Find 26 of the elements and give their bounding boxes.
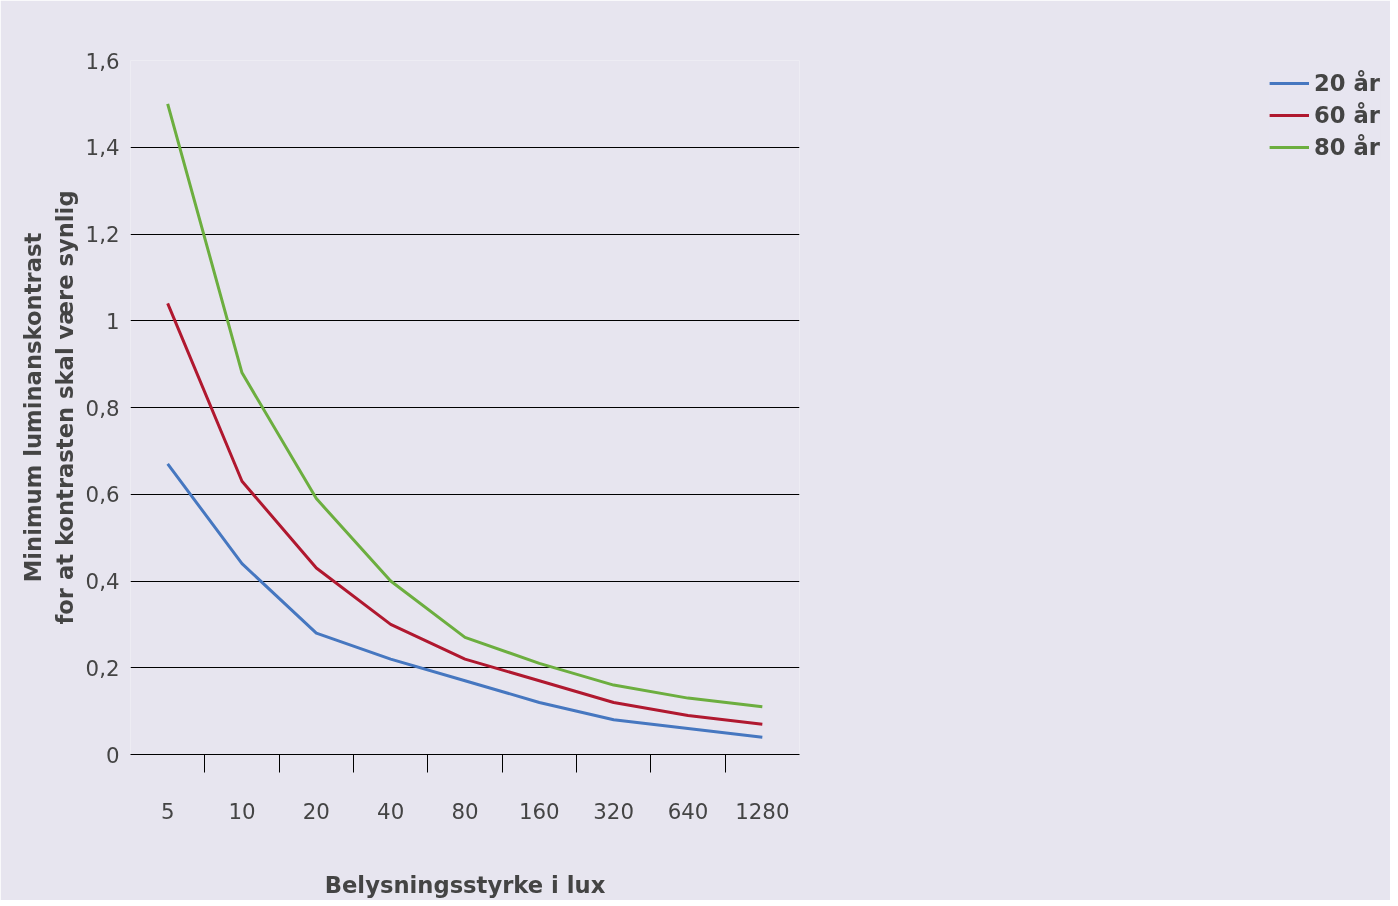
x-tick-label: 160 xyxy=(518,798,560,824)
y-tick-label: 0,8 xyxy=(85,395,120,421)
line-series xyxy=(166,301,764,726)
legend-label: 20 år xyxy=(1314,70,1380,96)
x-tick-label: 20 xyxy=(302,798,330,824)
y-tick-label: 0,2 xyxy=(85,655,120,681)
y-tick-label: 0 xyxy=(105,742,120,768)
x-tick-label: 5 xyxy=(160,798,175,824)
y-axis-title: Minimum luminanskontrast for at kontrasten skal være synlig xyxy=(20,190,78,625)
y-tick-label: 1,2 xyxy=(85,222,120,247)
y-tick-label: 0,4 xyxy=(85,569,120,594)
x-tick-label: 1280 xyxy=(735,798,790,824)
x-tick-label: 320 xyxy=(593,798,635,824)
y-tick-label: 1,4 xyxy=(85,135,120,161)
x-tick-label: 640 xyxy=(667,798,709,824)
x-tick-label: 40 xyxy=(377,798,405,824)
legend-label: 80 år xyxy=(1314,134,1380,160)
legend-label: 60 år xyxy=(1314,102,1380,128)
y-tick-label: 1,6 xyxy=(85,48,120,74)
line-series xyxy=(166,102,764,709)
x-tick-label: 10 xyxy=(228,798,256,824)
x-tick-label: 80 xyxy=(451,798,479,824)
x-axis-title: Belysningsstyrke i lux xyxy=(324,871,606,898)
y-tick-label: 0,6 xyxy=(85,482,120,508)
line-series xyxy=(166,462,764,739)
y-tick-label: 1 xyxy=(105,308,120,334)
